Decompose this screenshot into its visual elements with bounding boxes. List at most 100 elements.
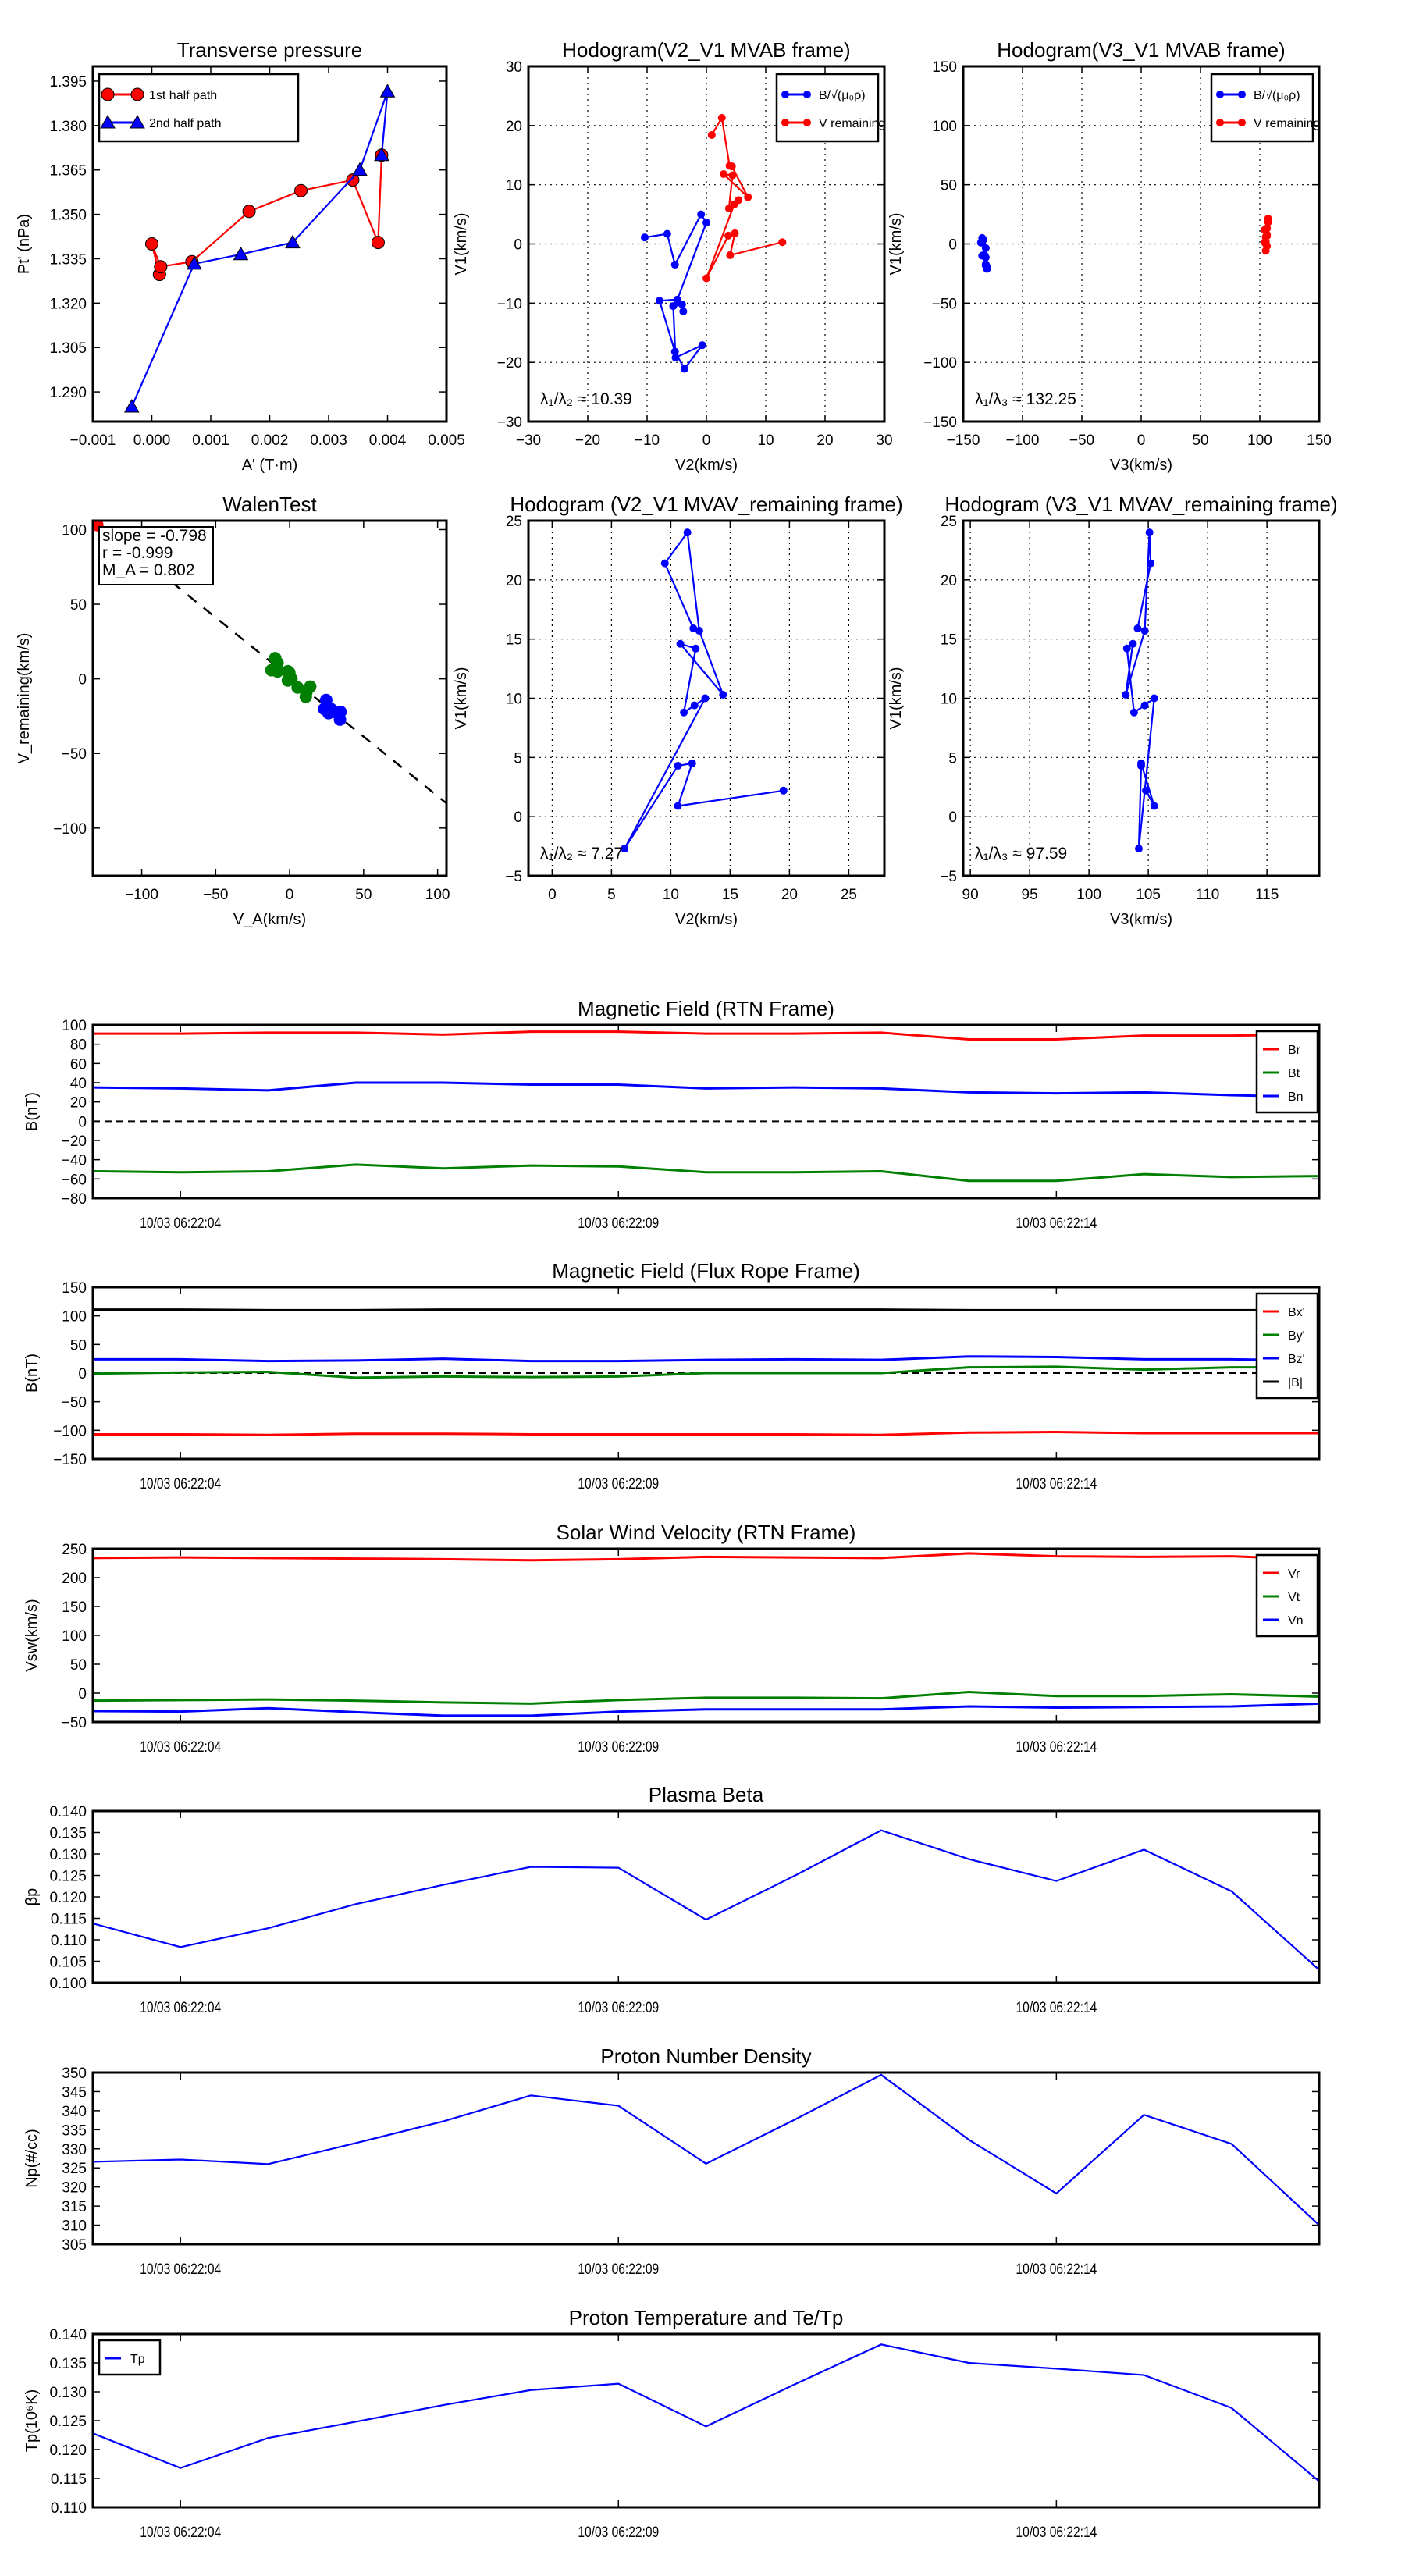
axes-frame <box>91 2071 1321 2246</box>
legend-entry: Tp <box>105 2353 145 2366</box>
x-tick-label: 0.004 <box>369 432 407 449</box>
data-point <box>720 170 728 179</box>
y-tick-label: −30 <box>497 415 522 431</box>
data-point <box>346 173 360 187</box>
x-tick-label: 0 <box>286 887 294 903</box>
y-tick-label: 0.130 <box>49 1847 87 1863</box>
series-np <box>93 2073 1319 2226</box>
x-tick-label: 10/03 06:22:04 <box>140 1215 221 1232</box>
scatter-point <box>333 713 347 726</box>
y-tick-label: 20 <box>70 1095 87 1112</box>
y-tick-label: 345 <box>62 2084 87 2101</box>
chart-title: Plasma Beta <box>649 1783 764 1806</box>
series-line <box>151 155 383 275</box>
series-line <box>93 1702 1319 1717</box>
data-point <box>690 701 699 710</box>
legend-frame <box>98 73 300 143</box>
x-tick-label: 20 <box>781 887 798 903</box>
y-tick-label: 0.115 <box>51 1912 87 1928</box>
series-line <box>93 1081 1319 1098</box>
legend-entry: Vn <box>1263 1614 1304 1628</box>
legend-label: Bt <box>1288 1067 1300 1080</box>
y-tick-label: 0 <box>78 672 87 688</box>
data-point <box>242 205 256 219</box>
data-point <box>655 297 663 305</box>
legend-marker <box>1238 91 1246 98</box>
x-tick-label: −50 <box>203 887 228 903</box>
y-tick-label: 60 <box>70 1056 87 1073</box>
data-point <box>702 219 710 227</box>
x-tick-label: −50 <box>1069 432 1094 449</box>
series-b- <box>976 233 991 273</box>
data-point <box>1122 644 1131 653</box>
x-tick-label: 50 <box>355 887 372 903</box>
series-beta <box>93 1829 1319 1971</box>
legend: Vr Vt Vn <box>1255 1553 1319 1638</box>
series-by- <box>93 1365 1319 1379</box>
y-tick-label: 0.130 <box>49 2385 87 2401</box>
x-tick-label: 0.005 <box>428 432 465 449</box>
legend-label: Bz' <box>1288 1353 1305 1366</box>
annotation: λ₁/λ₃ ≈ 132.25 <box>975 390 1076 408</box>
y-tick-label: 1.290 <box>49 385 87 401</box>
legend-marker <box>781 119 789 126</box>
data-point <box>233 246 249 261</box>
data-point <box>640 233 649 242</box>
data-point <box>285 234 301 249</box>
x-axis-label: V2(km/s) <box>675 911 738 928</box>
data-point <box>660 559 669 568</box>
legend-entry: Bx' <box>1263 1306 1305 1319</box>
x-tick-label: 0.003 <box>310 432 347 449</box>
y-tick-label: −5 <box>940 869 957 885</box>
y-tick-label: −50 <box>62 1715 87 1731</box>
data-point <box>725 162 734 170</box>
legend-frame <box>775 73 880 143</box>
y-tick-label: 0 <box>948 809 957 826</box>
walen-stat-line: M_A = 0.802 <box>102 561 195 579</box>
series-hodogram <box>1122 528 1158 853</box>
series-line <box>93 1431 1319 1436</box>
x-tick-label: 10/03 06:22:04 <box>140 1475 221 1493</box>
legend-entry: Bn <box>1263 1091 1304 1104</box>
x-tick-label: 90 <box>962 887 979 903</box>
y-tick-label: 0 <box>78 1114 87 1130</box>
series-hodogram <box>621 528 788 853</box>
axes-frame <box>91 1809 1321 1984</box>
y-tick-label: 150 <box>62 1280 87 1297</box>
axes-frame <box>527 65 886 423</box>
axes-frame <box>91 1547 1321 1724</box>
series-line <box>93 2343 1319 2482</box>
data-point <box>1150 802 1158 810</box>
data-point <box>979 236 987 244</box>
y-tick-label: 250 <box>62 1542 87 1558</box>
series-bn <box>93 1081 1319 1098</box>
y-tick-label: 80 <box>70 1037 87 1054</box>
x-tick-label: 0.002 <box>251 432 289 449</box>
legend-label: B/√(μ₀ρ) <box>819 89 866 102</box>
y-tick-label: 25 <box>506 514 522 530</box>
y-tick-label: 0 <box>514 237 522 254</box>
x-tick-label: 10/03 06:22:04 <box>140 2524 221 2541</box>
y-tick-label: −50 <box>932 296 957 312</box>
data-point <box>702 274 710 283</box>
y-tick-label: 0.140 <box>49 2327 87 2343</box>
series-last <box>318 693 347 726</box>
data-point <box>1264 218 1272 226</box>
data-point <box>695 627 703 635</box>
data-point <box>689 624 698 633</box>
x-tick-label: 10/03 06:22:09 <box>578 2261 659 2278</box>
x-tick-label: −10 <box>635 432 660 449</box>
data-point <box>701 694 710 703</box>
series-bt <box>93 1163 1319 1183</box>
axes-frame <box>91 519 448 877</box>
x-tick-label: 10/03 06:22:14 <box>1016 1999 1097 2016</box>
chart-title: Hodogram (V2_V1 MVAV_remaining frame) <box>510 493 902 516</box>
y-axis-label: V1(km/s) <box>453 667 470 730</box>
chart-title: Hodogram(V2_V1 MVAB frame) <box>562 38 850 62</box>
series-line <box>93 1691 1319 1705</box>
y-tick-label: 1.395 <box>49 74 87 91</box>
plot-area <box>1122 528 1158 853</box>
x-axis-label: V3(km/s) <box>1110 911 1172 928</box>
series-br <box>93 1030 1319 1041</box>
